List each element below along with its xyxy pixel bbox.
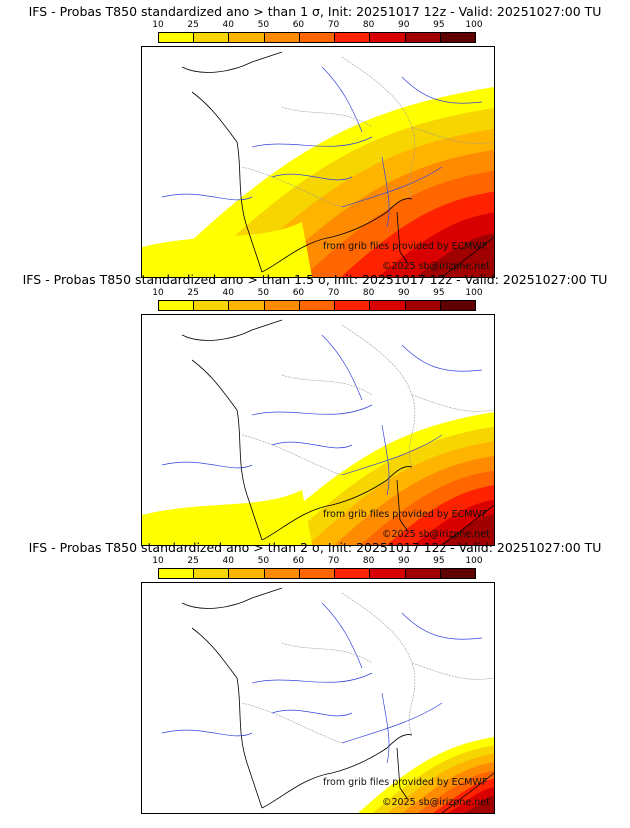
colorbar-tick: 80 — [362, 288, 375, 298]
probability-band — [415, 233, 494, 277]
borders — [241, 56, 494, 208]
colorbar-cell — [299, 301, 336, 310]
colorbar-tick: 25 — [187, 556, 199, 566]
colorbar-cell — [159, 33, 195, 42]
data-credit: from grib files provided by ECMWF — [323, 241, 488, 252]
colorbar-cell — [229, 301, 265, 310]
colorbar-tick: 100 — [465, 288, 483, 298]
data-credit: from grib files provided by ECMWF — [323, 509, 488, 520]
colorbar-tick: 50 — [257, 288, 270, 298]
colorbar-tick: 10 — [152, 556, 164, 566]
colorbar-tick: 60 — [292, 20, 305, 30]
colorbar-cell — [264, 569, 300, 578]
copyright: ©2025 sb@irizpne.net — [382, 261, 490, 272]
colorbar-cell — [194, 33, 230, 42]
colorbar-tick: 40 — [222, 20, 234, 30]
colorbar-cell — [405, 569, 441, 578]
map-panel: IFS - Probas T850 standardized ano > tha… — [0, 272, 630, 546]
colorbar-tick: 70 — [327, 556, 340, 566]
colorbar-tick: 70 — [327, 288, 340, 298]
data-credit: from grib files provided by ECMWF — [323, 777, 488, 788]
colorbar-cell — [159, 301, 195, 310]
colorbar-cell — [229, 33, 265, 42]
colorbar-tick: 60 — [292, 288, 305, 298]
colorbar-tick: 95 — [433, 288, 445, 298]
map-title: IFS - Probas T850 standardized ano > tha… — [28, 540, 602, 555]
colorbar-cell — [335, 301, 371, 310]
colorbar-tick: 50 — [257, 20, 270, 30]
river — [161, 66, 483, 228]
coastline — [181, 319, 494, 545]
map-title: IFS - Probas T850 standardized ano > tha… — [28, 4, 602, 19]
colorbar-cell — [440, 33, 475, 42]
colorbar-tick: 80 — [362, 20, 375, 30]
colorbar-ticks: 10 25 40 50 60 70 80 90 95 100 — [152, 20, 482, 31]
borders — [241, 324, 494, 476]
copyright: ©2025 sb@irizpne.net — [382, 797, 490, 808]
colorbar-tick: 90 — [398, 288, 410, 298]
probability-band — [462, 795, 494, 813]
colorbar-cell — [299, 33, 336, 42]
colorbar-cell — [159, 569, 195, 578]
copyright: ©2025 sb@irizpne.net — [382, 529, 490, 540]
river — [161, 602, 483, 764]
coastline — [181, 51, 494, 277]
colorbar-ticks: 10 25 40 50 60 70 80 90 95 100 — [152, 288, 482, 299]
colorbar-tick: 100 — [465, 20, 483, 30]
colorbar-cell — [440, 569, 475, 578]
colorbar-tick: 25 — [187, 20, 199, 30]
colorbar-cell — [229, 569, 265, 578]
colorbar-cell — [194, 301, 230, 310]
colorbar-cell — [370, 301, 406, 310]
map-frame: from grib files provided by ECMWF ©2025 … — [141, 46, 495, 278]
colorbar-cell — [440, 301, 475, 310]
probability-band — [439, 514, 494, 545]
colorbar-tick: 50 — [257, 556, 270, 566]
river — [161, 334, 483, 496]
borders — [241, 592, 494, 744]
colorbar — [158, 568, 476, 579]
colorbar-tick: 25 — [187, 288, 199, 298]
colorbar-tick: 100 — [465, 556, 483, 566]
map-frame: from grib files provided by ECMWF ©2025 … — [141, 582, 495, 814]
colorbar-tick: 90 — [398, 20, 410, 30]
colorbar-cell — [264, 33, 300, 42]
coastline — [181, 587, 494, 813]
colorbar-cell — [405, 33, 441, 42]
colorbar-ticks: 10 25 40 50 60 70 80 90 95 100 — [152, 556, 482, 567]
colorbar-tick: 95 — [433, 556, 445, 566]
colorbar-cell — [194, 569, 230, 578]
colorbar-cell — [370, 569, 406, 578]
map-panel: IFS - Probas T850 standardized ano > tha… — [0, 540, 630, 814]
colorbar-tick: 60 — [292, 556, 305, 566]
probability-band — [142, 490, 312, 545]
colorbar — [158, 300, 476, 311]
colorbar-tick: 40 — [222, 288, 234, 298]
colorbar-tick: 95 — [433, 20, 445, 30]
colorbar-tick: 10 — [152, 20, 164, 30]
colorbar-cell — [370, 33, 406, 42]
colorbar-cell — [299, 569, 336, 578]
colorbar-cell — [335, 569, 371, 578]
colorbar-tick: 40 — [222, 556, 234, 566]
map-title: IFS - Probas T850 standardized ano > tha… — [22, 272, 608, 287]
colorbar-cell — [264, 301, 300, 310]
colorbar-cell — [335, 33, 371, 42]
colorbar-tick: 80 — [362, 556, 375, 566]
colorbar-tick: 70 — [327, 20, 340, 30]
map-frame: from grib files provided by ECMWF ©2025 … — [141, 314, 495, 546]
colorbar-tick: 90 — [398, 556, 410, 566]
map-panel: IFS - Probas T850 standardized ano > tha… — [0, 4, 630, 278]
colorbar-tick: 10 — [152, 288, 164, 298]
colorbar-cell — [405, 301, 441, 310]
probability-band — [142, 222, 312, 277]
colorbar — [158, 32, 476, 43]
